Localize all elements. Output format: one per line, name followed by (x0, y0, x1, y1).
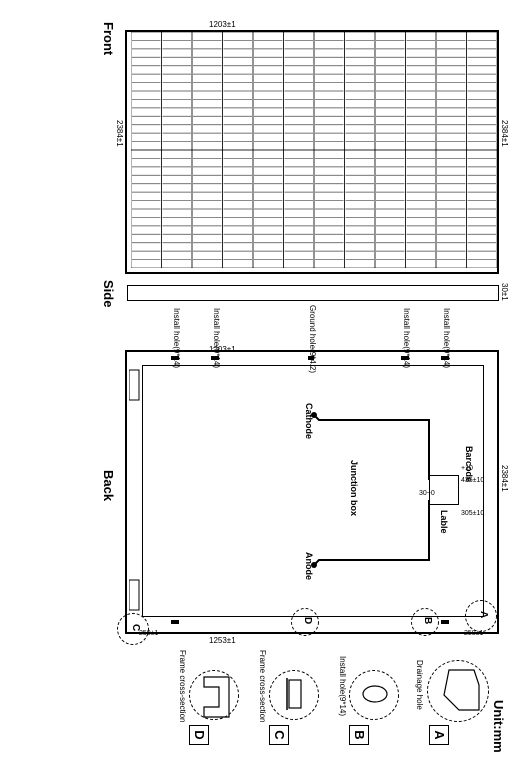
front-width-dim-bottom: 2384±1 (115, 120, 124, 147)
junction-box-label: Junction box (349, 460, 359, 516)
back-height-dim: 1203±1 (209, 345, 236, 354)
drawing-canvas: Front 1203±1 2384±1 2384±1 Side 30±1 Bar… (0, 0, 509, 769)
side-label: Side (101, 280, 116, 307)
callout-B-letter: B (422, 617, 433, 624)
front-grid-host (131, 32, 497, 268)
back-mount-inset-left: 250±1 (139, 630, 158, 637)
front-label: Front (101, 22, 116, 55)
callout-D-letter: D (302, 617, 313, 624)
unit-label: Unit:mm (491, 700, 506, 753)
ground-hole: Ground hole(9*4.2) (308, 305, 317, 373)
back-barcode-dim: 435±10 (461, 477, 484, 484)
detail-D-caption: Frame cross-section (178, 650, 187, 722)
front-height-dim: 1203±1 (209, 20, 236, 29)
install-hole-2: Install hole(9*14) (402, 308, 411, 368)
callout-A-letter: A (478, 611, 489, 618)
detail-B-caption: Install hole(9*14) (338, 656, 347, 716)
detail-C-caption: Frame cross-section (258, 650, 267, 722)
back-mount-inset-right: 250±1 (464, 630, 483, 637)
back-jbox-plus: +10 (461, 465, 473, 472)
detail-A-label: A (429, 725, 449, 745)
back-label-dim: 305±10 (461, 510, 484, 517)
front-width-dim-top: 2384±1 (500, 120, 509, 147)
back-label: Back (101, 470, 116, 501)
side-thickness-dim: 30±1 (500, 283, 509, 301)
back-module-height-dim: 1253±1 (209, 636, 236, 645)
install-hole-1: Install hole(9*14) (442, 308, 451, 368)
detail-C-drawing (279, 676, 309, 712)
detail-C-label: C (269, 725, 289, 745)
detail-B-drawing (355, 676, 391, 712)
install-hole-4: Install hole(9*14) (172, 308, 181, 368)
install-hole-3: Install hole(9*14) (212, 308, 221, 368)
detail-A-caption: Drainage hole (415, 660, 424, 710)
detail-D-drawing (194, 672, 234, 718)
back-wiring (129, 350, 499, 630)
back-jbox-tol: 30~0 (419, 490, 435, 497)
detail-B-label: B (349, 725, 369, 745)
detail-A-drawing (434, 665, 484, 715)
detail-D-label: D (189, 725, 209, 745)
anode-label: Anode (304, 552, 314, 580)
back-width-dim-top: 2384±1 (500, 465, 509, 492)
cathode-label: Cathode (304, 403, 314, 439)
side-panel-outline (127, 285, 499, 301)
